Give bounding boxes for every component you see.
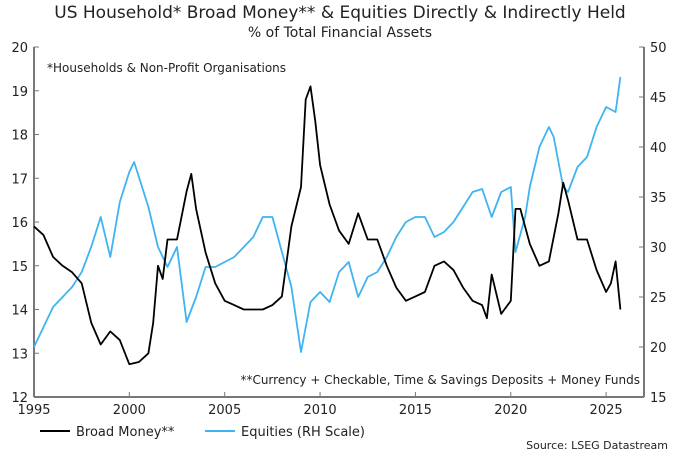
y-left-tick-label: 13 xyxy=(11,347,28,362)
chart-title: US Household* Broad Money** & Equities D… xyxy=(54,3,626,23)
y-left-tick-label: 18 xyxy=(11,129,28,144)
y-left-tick-label: 17 xyxy=(11,172,28,187)
equities-line xyxy=(33,76,622,353)
y-left-tick-label: 14 xyxy=(11,304,28,319)
y-left-tick-label: 20 xyxy=(11,41,28,56)
source-label: Source: LSEG Datastream xyxy=(526,439,668,452)
legend-label-equities: Equities (RH Scale) xyxy=(241,425,365,440)
annotation-broad-money: **Currency + Checkable, Time & Savings D… xyxy=(240,373,640,387)
x-tick-label: 2010 xyxy=(304,403,337,418)
y-left-tick-label: 12 xyxy=(11,391,28,406)
legend-label-broad-money: Broad Money** xyxy=(76,425,175,440)
y-right-tick-label: 25 xyxy=(650,291,667,306)
x-tick-label: 2020 xyxy=(494,403,527,418)
y-right-tick-label: 30 xyxy=(650,241,667,256)
y-right-tick-label: 45 xyxy=(650,91,667,106)
annotation-households: *Households & Non-Profit Organisations xyxy=(47,61,286,75)
y-right-tick-label: 40 xyxy=(650,141,667,156)
broad-money-line xyxy=(33,85,622,366)
chart-subtitle: % of Total Financial Assets xyxy=(247,25,433,41)
y-left-tick-label: 16 xyxy=(11,216,28,231)
y-right-tick-label: 50 xyxy=(650,41,667,56)
x-tick-label: 2025 xyxy=(590,403,623,418)
x-tick-label: 2015 xyxy=(399,403,432,418)
y-left-tick-label: 15 xyxy=(11,260,28,275)
y-right-tick-label: 15 xyxy=(650,391,667,406)
x-tick-label: 2005 xyxy=(208,403,241,418)
y-left-tick-label: 19 xyxy=(11,85,28,100)
y-right-tick-label: 35 xyxy=(650,191,667,206)
y-right-tick-label: 20 xyxy=(650,341,667,356)
x-tick-label: 1995 xyxy=(17,403,50,418)
x-tick-label: 2000 xyxy=(113,403,146,418)
